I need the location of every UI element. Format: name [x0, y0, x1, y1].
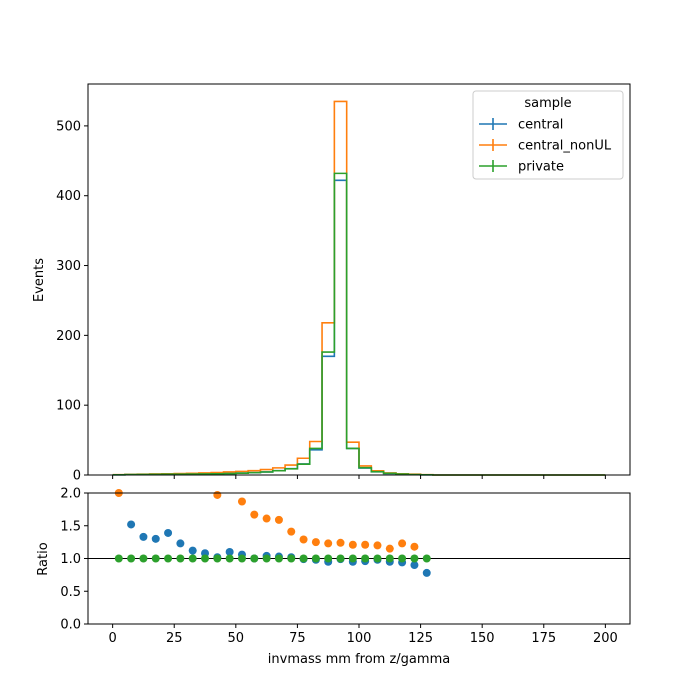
ratio-y-tick-label: 2.0 [60, 487, 81, 502]
ratio-plot-frame [87, 492, 631, 625]
legend-label-central_nonUL: central_nonUL [518, 139, 612, 154]
main-y-tick-label: 200 [56, 329, 81, 344]
ratio-point-central_nonUL [250, 510, 259, 519]
ratio-y-axis-label: Ratio [36, 542, 51, 575]
ratio-point-private [237, 554, 246, 563]
ratio-point-private [139, 554, 148, 563]
ratio-point-private [262, 554, 271, 563]
ratio-point-central_nonUL [324, 539, 333, 548]
ratio-panel: 0.0 0.5 1.0 1.5 2.0 0 25 50 75 100 125 150 175 200 R… [36, 487, 631, 667]
ratio-x-tick-label: 100 [347, 631, 372, 646]
ratio-point-private [373, 554, 382, 563]
ratio-point-private [299, 554, 308, 563]
ratio-point-private [398, 554, 407, 563]
ratio-y-tick-label: 1.5 [60, 519, 81, 534]
ratio-point-private [410, 554, 419, 563]
ratio-point-central [139, 532, 148, 541]
ratio-point-central_nonUL [361, 540, 370, 549]
main-y-tick-label: 400 [56, 189, 81, 204]
ratio-point-private [114, 554, 123, 563]
ratio-point-central_nonUL [262, 514, 271, 523]
ratio-point-private [151, 554, 160, 563]
ratio-point-central [225, 547, 234, 556]
ratio-point-central_nonUL [213, 490, 222, 499]
ratio-x-tick-label: 0 [108, 631, 116, 646]
ratio-point-central_nonUL [336, 538, 345, 547]
ratio-x-tick-label: 125 [408, 631, 433, 646]
ratio-x-tick-label: 200 [593, 631, 618, 646]
ratio-x-tick-label: 75 [289, 631, 306, 646]
ratio-point-central_nonUL [237, 497, 246, 506]
main-y-axis: 0 100 200 300 400 500 [56, 119, 88, 484]
legend-label-private: private [518, 160, 564, 175]
ratio-point-private [422, 554, 431, 563]
ratio-y-tick-label: 0.5 [60, 585, 81, 600]
ratio-point-central_nonUL [287, 527, 296, 536]
ratio-point-central_nonUL [385, 544, 394, 553]
ratio-y-axis: 0.0 0.5 1.0 1.5 2.0 [60, 487, 88, 633]
main-x-axis [112, 475, 606, 479]
main-plot-frame [87, 83, 631, 476]
ratio-x-tick-label: 175 [531, 631, 556, 646]
ratio-x-tick-label: 50 [228, 631, 245, 646]
main-y-tick-label: 0 [73, 469, 81, 484]
ratio-point-private [201, 554, 210, 563]
ratio-point-central_nonUL [348, 540, 357, 549]
ratio-point-central [164, 528, 173, 537]
ratio-point-private [164, 554, 173, 563]
ratio-point-private [213, 554, 222, 563]
ratio-point-private [385, 554, 394, 563]
ratio-point-private [361, 554, 370, 563]
ratio-point-private [311, 554, 320, 563]
ratio-point-central_nonUL [299, 535, 308, 544]
legend-title: sample [524, 96, 571, 111]
ratio-point-central_nonUL [311, 538, 320, 547]
ratio-point-central [151, 534, 160, 543]
ratio-point-private [176, 554, 185, 563]
ratio-point-central [188, 546, 197, 555]
ratio-point-central [127, 520, 136, 529]
legend-box [472, 90, 624, 180]
ratio-point-private [336, 554, 345, 563]
ratio-point-central [176, 539, 185, 548]
ratio-point-central_nonUL [274, 515, 283, 524]
ratio-point-private [348, 554, 357, 563]
ratio-y-tick-label: 0.0 [60, 618, 81, 633]
ratio-point-central_nonUL [398, 539, 407, 548]
ratio-points [114, 489, 431, 577]
ratio-point-central [422, 568, 431, 577]
ratio-x-axis: 0 25 50 75 100 125 150 175 200 [108, 624, 618, 646]
ratio-point-private [324, 554, 333, 563]
main-y-tick-label: 500 [56, 119, 81, 134]
ratio-point-central_nonUL [410, 542, 419, 551]
main-y-tick-label: 300 [56, 259, 81, 274]
ratio-point-private [274, 554, 283, 563]
ratio-point-central_nonUL [373, 541, 382, 550]
legend-label-central: central [518, 118, 563, 133]
ratio-y-tick-label: 1.0 [60, 552, 81, 567]
ratio-point-private [287, 554, 296, 563]
ratio-point-central [410, 561, 419, 570]
ratio-point-private [127, 554, 136, 563]
ratio-point-private [188, 554, 197, 563]
ratio-x-axis-label: invmass mm from z/gamma [268, 652, 450, 667]
main-y-axis-label: Events [32, 258, 47, 302]
ratio-point-private [225, 554, 234, 563]
ratio-x-tick-label: 25 [166, 631, 183, 646]
ratio-point-private [250, 554, 259, 563]
ratio-x-tick-label: 150 [470, 631, 495, 646]
main-y-tick-label: 100 [56, 399, 81, 414]
